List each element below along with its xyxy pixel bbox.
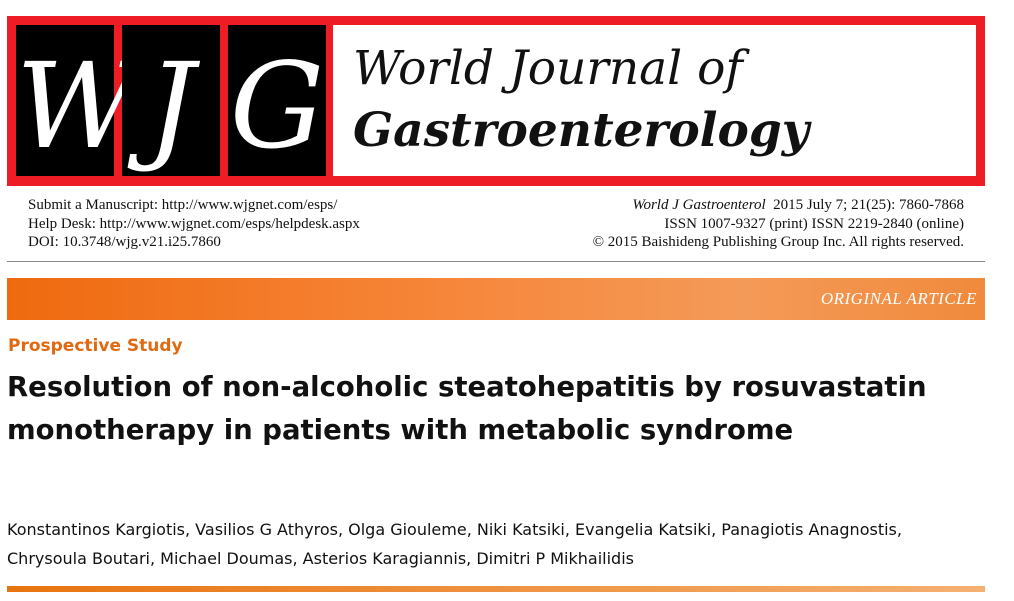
help-desk-link[interactable]: Help Desk: http://www.wjgnet.com/esps/he… (28, 215, 360, 232)
logo-letter-g: G (228, 25, 326, 176)
issue-info: 2015 July 7; 21(25): 7860-7868 (773, 197, 964, 213)
citation-line: World J Gastroenterol 2015 July 7; 21(25… (593, 196, 964, 215)
journal-abbrev: World J Gastroenterol (632, 197, 766, 213)
header-divider (7, 261, 985, 262)
logo-letter-w: W (16, 25, 137, 176)
article-title-line2: monotherapy in patients with metabolic s… (7, 414, 794, 446)
article-title: Resolution of non-alcoholic steatohepati… (7, 366, 997, 452)
bottom-divider (7, 586, 985, 592)
submission-info: Submit a Manuscript: http://www.wjgnet.c… (28, 196, 360, 252)
logo-letter-j: J (122, 25, 220, 176)
citation-info: World J Gastroenterol 2015 July 7; 21(25… (593, 196, 964, 252)
journal-title-line2: Gastroenterology (353, 103, 810, 158)
journal-title-box: World Journal of Gastroenterology (333, 25, 976, 176)
article-title-line1: Resolution of non-alcoholic steatohepati… (7, 371, 927, 403)
article-type-banner: ORIGINAL ARTICLE (7, 278, 985, 320)
issn-text: ISSN 1007-9327 (print) ISSN 2219-2840 (o… (664, 215, 964, 232)
copyright-text: © 2015 Baishideng Publishing Group Inc. … (592, 234, 964, 250)
section-label: Prospective Study (8, 336, 183, 356)
journal-masthead: W J G World Journal of Gastroenterology (7, 16, 985, 186)
author-list: Konstantinos Kargiotis, Vasilios G Athyr… (7, 515, 902, 573)
submit-manuscript-link[interactable]: Submit a Manuscript: http://www.wjgnet.c… (28, 197, 338, 213)
article-type-label: ORIGINAL ARTICLE (820, 289, 977, 308)
authors-line1: Konstantinos Kargiotis, Vasilios G Athyr… (7, 520, 902, 539)
authors-line2: Chrysoula Boutari, Michael Doumas, Aster… (7, 549, 634, 568)
doi-text: DOI: 10.3748/wjg.v21.i25.7860 (28, 234, 221, 250)
journal-title-line1: World Journal of (353, 41, 743, 96)
